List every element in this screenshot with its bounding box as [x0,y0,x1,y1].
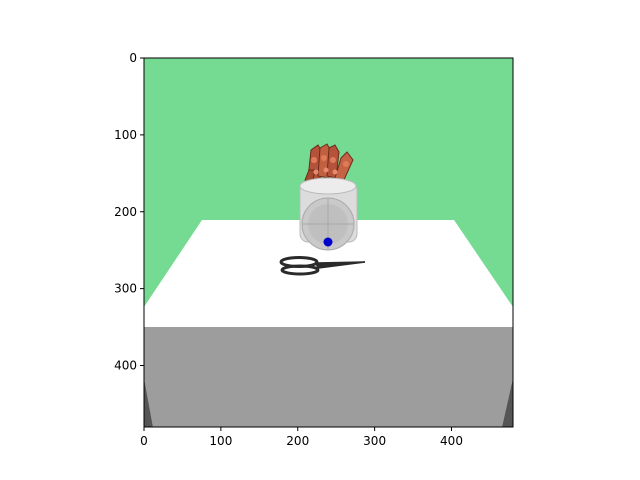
x-axis: 0 100 200 300 400 [140,427,463,448]
y-axis: 0 100 200 300 400 [114,51,144,373]
x-tick-label: 200 [286,434,309,448]
x-tick-label: 100 [209,434,232,448]
x-tick-label: 400 [440,434,463,448]
y-tick-label: 100 [114,128,137,142]
x-tick-label: 300 [363,434,386,448]
scissors [279,256,366,276]
y-tick-label: 0 [129,51,137,65]
scene-image [144,58,513,427]
y-tick-label: 400 [114,359,137,373]
robot-body [299,177,358,251]
target-marker [323,237,333,247]
table-top [144,220,513,327]
y-tick-label: 300 [114,282,137,296]
y-tick-label: 200 [114,205,137,219]
axes-frame [143,57,514,428]
table-front [144,327,513,427]
x-tick-label: 0 [140,434,148,448]
